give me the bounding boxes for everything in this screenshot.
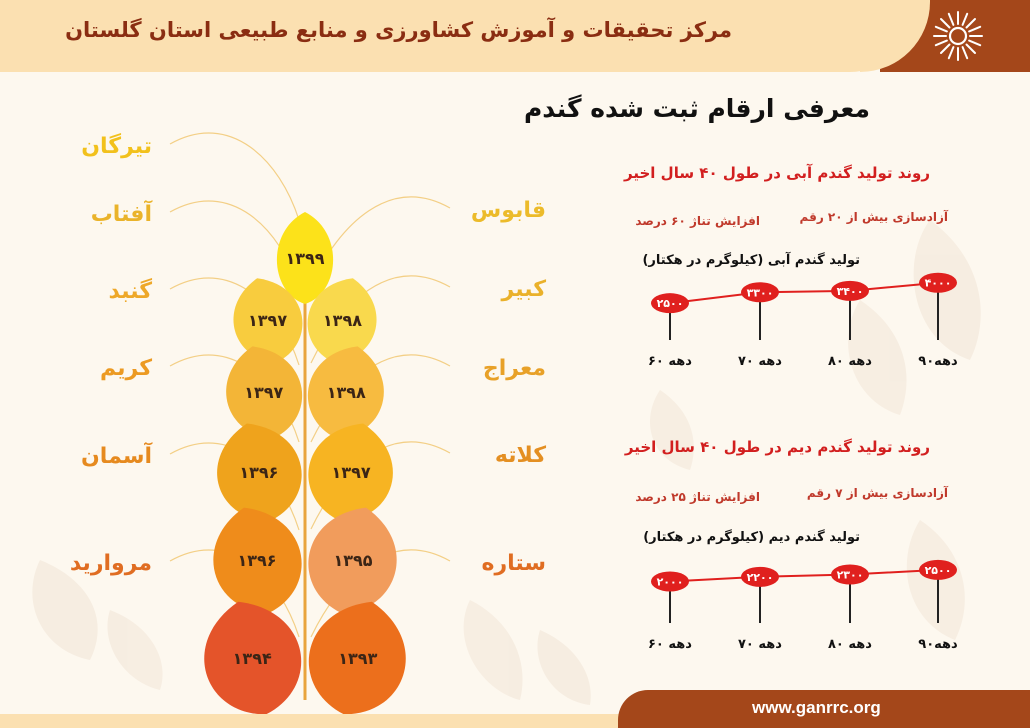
chart-1-value-label-1: ۲۵۰۰ xyxy=(657,297,684,310)
chart-2-category-label-3: دهه ۸۰ xyxy=(828,637,872,652)
chart-1-category-label-1: دهه ۶۰ xyxy=(648,354,692,369)
wheat-grain-right-5-year: ۱۳۹۳ xyxy=(338,649,377,668)
footer-accent xyxy=(618,690,1030,728)
wheat-grain-left-2: ۱۳۹۷ xyxy=(226,346,302,438)
wheat-grain-right-2-year: ۱۳۹۸ xyxy=(327,383,366,402)
chart-2-note-left: افزایش تناژ ۲۵ درصد xyxy=(635,490,760,504)
variety-left-4: کریم xyxy=(100,356,152,381)
wheat-grain-left-4: ۱۳۹۶ xyxy=(213,507,302,613)
variety-left-6: مروارید xyxy=(69,551,152,576)
section-title: معرفی ارقام ثبت شده گندم xyxy=(523,94,870,123)
chart-2-category-label-2: دهه ۷۰ xyxy=(738,637,782,652)
wheat-grain-left-5-year: ۱۳۹۴ xyxy=(233,649,272,668)
wheat-grain-left-2-year: ۱۳۹۷ xyxy=(244,383,283,402)
variety-right-5: ستاره xyxy=(481,551,546,576)
chart-2-point-1 xyxy=(651,571,689,592)
chart-2-value-label-2: ۲۲۰۰ xyxy=(747,571,774,584)
chart-1-point-1 xyxy=(651,293,689,314)
variety-right-4: کلاته xyxy=(494,443,546,468)
variety-right-1: قابوس xyxy=(470,198,546,223)
wheat-grain-right-4-year: ۱۳۹۵ xyxy=(333,551,372,570)
chart-2-point-2 xyxy=(741,566,779,587)
chart-2: ۲۰۰۰ دهه ۶۰ ۲۲۰۰ دهه ۷۰ ۲۳۰۰ دهه ۸۰ ۲۵۰۰ دهه۹۰ xyxy=(648,559,958,652)
chart-2-note-right: آزادسازی بیش از ۷ رقم xyxy=(806,486,948,500)
chart-1-value-label-4: ۴۰۰۰ xyxy=(925,277,952,290)
chart-2-category-label-1: دهه ۶۰ xyxy=(648,637,692,652)
chart-2-value-label-3: ۲۳۰۰ xyxy=(837,569,864,582)
chart-1-value-label-3: ۳۴۰۰ xyxy=(837,285,864,298)
chart-1-title: روند تولید گندم آبی در طول ۴۰ سال اخیر xyxy=(624,164,930,182)
chart-2-subtitle: تولید گندم دیم (کیلوگرم در هکتار) xyxy=(643,530,860,545)
site-title: مرکز تحقیقات و آموزش کشاورزی و منابع طبی… xyxy=(65,18,732,42)
wheat-grain-right-2: ۱۳۹۸ xyxy=(308,346,384,438)
chart-1-note-right: آزادسازی بیش از ۲۰ رقم xyxy=(799,210,948,224)
wheat-grain-top-year: ۱۳۹۹ xyxy=(285,249,324,268)
wheat-grain-left-1-year: ۱۳۹۷ xyxy=(248,311,287,330)
chart-1-note-left: افزایش تناژ ۶۰ درصد xyxy=(635,214,760,228)
variety-right-2: کبیر xyxy=(501,277,546,302)
connector-left-1 xyxy=(169,132,300,221)
wheat-grain-right-1: ۱۳۹۸ xyxy=(307,278,377,362)
chart-2-series-line xyxy=(669,568,939,583)
chart-1-series-line xyxy=(669,281,939,305)
chart-2-point-4 xyxy=(919,559,957,580)
variety-left-5: آسمان xyxy=(81,444,152,469)
chart-2-value-label-1: ۲۰۰۰ xyxy=(657,575,684,588)
wheat-grain-right-1-year: ۱۳۹۸ xyxy=(323,311,362,330)
chart-1-category-label-4: دهه۹۰ xyxy=(918,354,958,369)
chart-2-value-label-4: ۲۵۰۰ xyxy=(925,564,952,577)
chart-1-subtitle: تولید گندم آبی (کیلوگرم در هکتار) xyxy=(642,253,860,268)
wheat-grain-left-3: ۱۳۹۶ xyxy=(217,423,302,521)
chart-2-point-3 xyxy=(831,564,869,585)
chart-1-point-4 xyxy=(919,272,957,293)
chart-1-point-2 xyxy=(741,282,779,303)
chart-1-value-label-2: ۳۳۰۰ xyxy=(747,286,774,299)
website-link[interactable]: www.ganrrc.org xyxy=(752,698,881,717)
chart-2-category-label-4: دهه۹۰ xyxy=(918,637,958,652)
chart-1-category-label-2: دهه ۷۰ xyxy=(738,354,782,369)
wheat-grain-right-4: ۱۳۹۵ xyxy=(308,507,397,613)
header: مرکز تحقیقات و آموزش کشاورزی و منابع طبی… xyxy=(0,0,1030,72)
wheat-grain-right-5: ۱۳۹۳ xyxy=(308,601,406,715)
wheat-grain-left-4-year: ۱۳۹۶ xyxy=(237,551,276,570)
wheat-grain-top: ۱۳۹۹ xyxy=(276,212,334,304)
chart-1-category-label-3: دهه ۸۰ xyxy=(828,354,872,369)
variety-left-2: آفتاب xyxy=(90,202,152,227)
sun-wheat-logo-icon xyxy=(933,11,983,61)
variety-right-3: معراج xyxy=(482,356,546,381)
wheat-grain-right-3: ۱۳۹۷ xyxy=(308,423,393,521)
variety-left-1: تیرگان xyxy=(81,134,152,159)
chart-2-title: روند تولید گندم دیم در طول ۴۰ سال اخیر xyxy=(624,438,930,456)
wheat-grain-right-3-year: ۱۳۹۷ xyxy=(332,463,371,482)
wheat-grain-left-5: ۱۳۹۴ xyxy=(204,601,302,715)
wheat-grain-left-3-year: ۱۳۹۶ xyxy=(239,463,278,482)
chart-1: ۲۵۰۰ دهه ۶۰ ۳۳۰۰ دهه ۷۰ ۳۴۰۰ دهه ۸۰ ۴۰۰۰ دهه۹۰ xyxy=(648,272,958,369)
header-band xyxy=(0,0,910,72)
variety-left-3: گنبد xyxy=(108,279,152,304)
wheat-grain-left-1: ۱۳۹۷ xyxy=(233,278,303,362)
chart-1-point-3 xyxy=(831,280,869,301)
